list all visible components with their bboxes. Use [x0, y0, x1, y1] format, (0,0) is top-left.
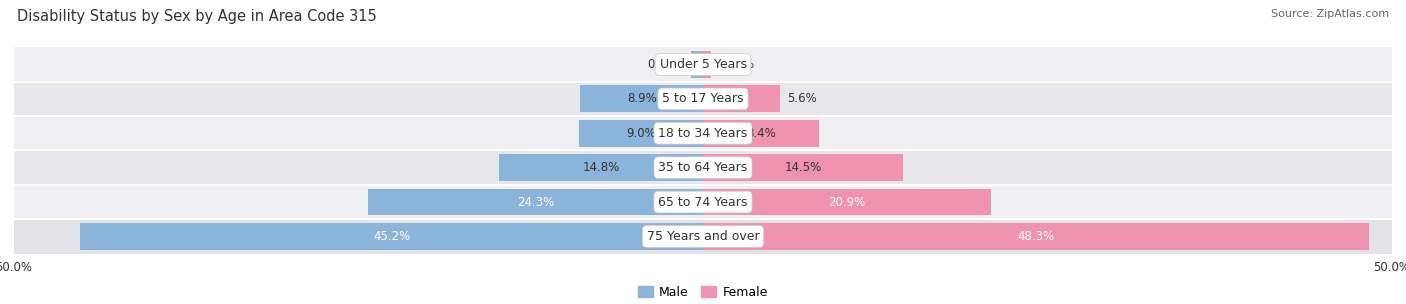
Text: Disability Status by Sex by Age in Area Code 315: Disability Status by Sex by Age in Area … [17, 9, 377, 24]
Bar [703, 223, 1368, 250]
Bar [14, 219, 1392, 254]
Text: 35 to 64 Years: 35 to 64 Years [658, 161, 748, 174]
Text: 45.2%: 45.2% [373, 230, 411, 243]
Bar [581, 85, 703, 112]
Text: 9.0%: 9.0% [626, 127, 655, 140]
Bar [703, 120, 818, 147]
Text: 14.5%: 14.5% [785, 161, 821, 174]
Bar [14, 185, 1392, 219]
Text: Under 5 Years: Under 5 Years [659, 58, 747, 71]
Bar [579, 120, 703, 147]
Text: 24.3%: 24.3% [517, 195, 554, 209]
Text: Source: ZipAtlas.com: Source: ZipAtlas.com [1271, 9, 1389, 19]
Bar [703, 85, 780, 112]
Text: 20.9%: 20.9% [828, 195, 866, 209]
Text: 75 Years and over: 75 Years and over [647, 230, 759, 243]
Text: 0.87%: 0.87% [647, 58, 685, 71]
Bar [14, 47, 1392, 82]
Bar [703, 154, 903, 181]
Text: 5.6%: 5.6% [787, 92, 817, 105]
Text: 48.3%: 48.3% [1017, 230, 1054, 243]
Text: 8.4%: 8.4% [747, 127, 776, 140]
Legend: Male, Female: Male, Female [633, 281, 773, 304]
Bar [80, 223, 703, 250]
Bar [14, 82, 1392, 116]
Bar [14, 116, 1392, 150]
Text: 14.8%: 14.8% [582, 161, 620, 174]
Bar [14, 150, 1392, 185]
Bar [703, 51, 711, 78]
Text: 18 to 34 Years: 18 to 34 Years [658, 127, 748, 140]
Bar [703, 189, 991, 216]
Bar [690, 51, 703, 78]
Bar [499, 154, 703, 181]
Bar [368, 189, 703, 216]
Text: 8.9%: 8.9% [627, 92, 657, 105]
Text: 65 to 74 Years: 65 to 74 Years [658, 195, 748, 209]
Text: 0.57%: 0.57% [717, 58, 755, 71]
Text: 5 to 17 Years: 5 to 17 Years [662, 92, 744, 105]
